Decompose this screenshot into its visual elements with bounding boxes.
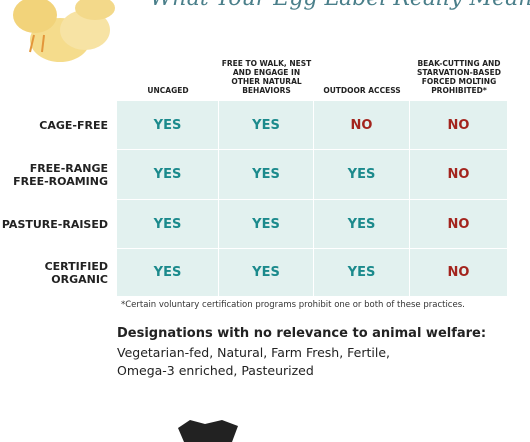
row-label-line: CERTIFIED <box>44 260 108 273</box>
row-label-line: FREE-ROAMING <box>13 175 108 188</box>
footnote: *Certain voluntary certification program… <box>121 300 465 310</box>
cell: YES <box>219 249 314 297</box>
row-label: PASTURE-RAISED <box>0 200 108 249</box>
chick-photo <box>13 0 57 33</box>
cell: NO <box>314 101 410 150</box>
row-label: CERTIFIED ORGANIC <box>0 249 108 297</box>
row-label: FREE-RANGE FREE-ROAMING <box>0 150 108 200</box>
column-header: UNCAGED <box>147 86 189 95</box>
note-heading: Designations with no relevance to animal… <box>117 326 487 341</box>
cell: NO <box>410 150 508 200</box>
cell: YES <box>314 249 410 297</box>
row-label-line: FREE-RANGE <box>29 162 108 175</box>
cell: YES <box>219 200 314 249</box>
cell: YES <box>314 150 410 200</box>
cell: NO <box>410 101 508 150</box>
note-line: Omega-3 enriched, Pasteurized <box>117 363 314 378</box>
cell: YES <box>219 150 314 200</box>
chick-leg <box>29 34 35 53</box>
note-line: Vegetarian-fed, Natural, Farm Fresh, Fer… <box>117 345 391 360</box>
cell: YES <box>219 101 314 150</box>
chick-leg <box>41 34 45 53</box>
cell: YES <box>117 200 219 249</box>
cell: YES <box>117 150 219 200</box>
cell: NO <box>410 249 508 297</box>
row-label-line: ORGANIC <box>51 273 108 286</box>
cell: YES <box>117 249 219 297</box>
column-header: FREE TO WALK, NEST AND ENGAGE IN OTHER N… <box>221 59 312 95</box>
row-label-line: CAGE-FREE <box>39 119 108 132</box>
chick-photo <box>60 10 110 50</box>
column-header: BEAK-CUTTING AND STARVATION-BASED FORCED… <box>417 59 501 95</box>
cell: YES <box>117 101 219 150</box>
column-header: OUTDOOR ACCESS <box>323 86 401 95</box>
cell: NO <box>410 200 508 249</box>
row-label: CAGE-FREE <box>0 101 108 150</box>
chick-photo <box>75 0 115 20</box>
cell: YES <box>314 200 410 249</box>
row-label-line: PASTURE-RAISED <box>1 218 108 231</box>
map-icon <box>178 420 238 442</box>
title: What Your Egg Label Really Means <box>150 0 530 11</box>
